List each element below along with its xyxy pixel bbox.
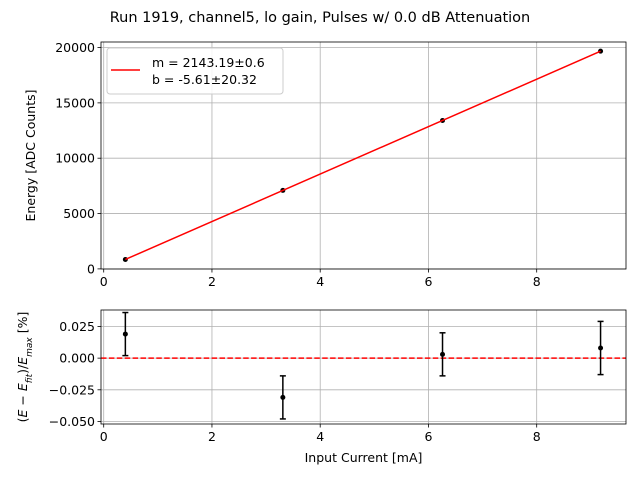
- y-tick-label: 5000: [63, 206, 95, 221]
- x-tick-label: 0: [100, 429, 108, 444]
- x-tick-label: 2: [208, 429, 216, 444]
- y-tick-label: 10000: [55, 151, 95, 166]
- data-point: [440, 351, 446, 357]
- data-point: [598, 345, 604, 351]
- x-axis-label: Input Current [mA]: [305, 450, 423, 465]
- y-axis-label-part: E: [15, 357, 30, 365]
- y-axis-label-part: [%]: [15, 312, 30, 338]
- x-tick-label: 8: [533, 429, 541, 444]
- y-axis-label-part: E: [15, 383, 30, 391]
- y-tick-label: 0.025: [59, 319, 95, 334]
- y-tick-label: −0.050: [49, 414, 95, 429]
- residual-plot: 0 2 4 6 8 −0.050 −0.025 0.000 0.025 Input Current…: [15, 309, 627, 465]
- energy-plot: 0 2 4 6 8 0 5000 10000 15000 20000 Energy [ADC Cou…: [23, 40, 627, 289]
- y-axis-label-part: E: [15, 409, 30, 417]
- y-axis-label-part: −: [15, 391, 30, 409]
- y-tick-label: 15000: [55, 95, 95, 110]
- x-tick-label: 6: [424, 429, 432, 444]
- axes-frame: [100, 41, 627, 270]
- chart-title: Run 1919, channel5, lo gain, Pulses w/ 0…: [110, 10, 531, 26]
- y-axis-label-part: (: [15, 417, 30, 422]
- y-tick-label: 0: [87, 261, 95, 276]
- x-tick-label: 0: [100, 274, 108, 289]
- legend-entry: b = -5.61±20.32: [152, 72, 257, 87]
- y-axis-label-part: max: [25, 337, 35, 357]
- data-point: [280, 394, 286, 400]
- x-tick-label: 2: [208, 274, 216, 289]
- x-tick-label: 8: [533, 274, 541, 289]
- legend-box: [106, 47, 284, 95]
- y-axis-label-part: )/: [15, 364, 30, 374]
- y-axis-label: Energy [ADC Counts]: [23, 89, 38, 221]
- y-axis-label-part: fit: [25, 373, 35, 383]
- x-tick-label: 4: [316, 429, 324, 444]
- x-tick-label: 6: [424, 274, 432, 289]
- axes-frame: [100, 309, 627, 425]
- data-point: [122, 331, 128, 337]
- y-tick-label: 0.000: [59, 351, 95, 366]
- fit-line: [125, 50, 601, 261]
- y-axis-label: (E − Efit)/Emax [%]: [15, 312, 35, 423]
- x-tick-label: 4: [316, 274, 324, 289]
- y-tick-label: 20000: [55, 40, 95, 55]
- y-tick-label: −0.025: [49, 382, 95, 397]
- legend-entry: m = 2143.19±0.6: [152, 55, 265, 70]
